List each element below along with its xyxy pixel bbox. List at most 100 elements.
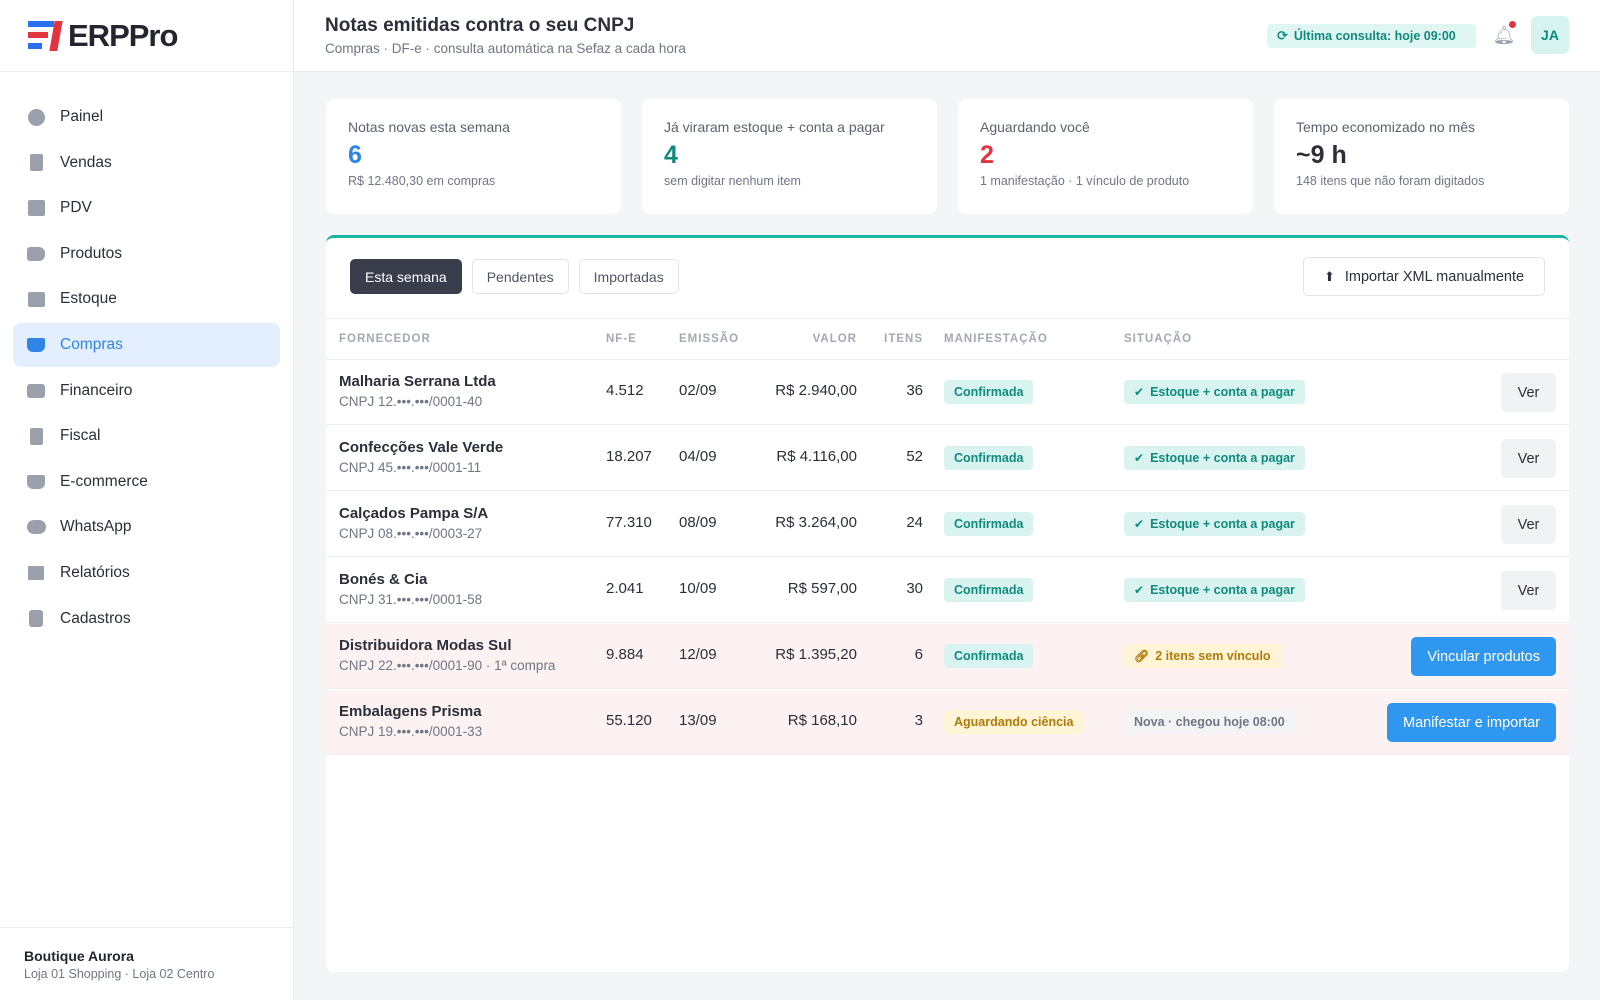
sidebar-item-produtos[interactable]: Produtos [13,232,280,276]
logo-mark-icon [26,19,66,53]
sidebar-item-label: Relatórios [60,563,130,581]
supplier-name: Confecções Vale Verde [339,439,504,456]
sidebar-item-ecommerce[interactable]: E-commerce [13,460,280,504]
column-header-manifestacao[interactable]: MANIFESTAÇÃO [944,333,1048,345]
note-value: R$ 4.116,00 [776,448,857,465]
tab-esta-semana[interactable]: Esta semana [350,259,462,294]
view-button[interactable]: Ver [1501,439,1556,478]
check-icon: ✔ [1134,385,1145,399]
column-header-nfe[interactable]: NF-E [606,333,637,345]
status-badge: ✔ Estoque + conta a pagar [1124,380,1305,404]
table-row[interactable]: Embalagens Prisma CNPJ 19.•••.•••/0001-3… [326,690,1569,755]
sidebar-item-label: Painel [60,108,104,125]
tab-pendentes[interactable]: Pendentes [471,259,569,294]
item-count: 3 [914,712,923,729]
check-icon: ✔ [1134,517,1145,531]
column-header-emissao[interactable]: EMISSÃO [679,333,740,345]
sidebar-item-estoque[interactable]: Estoque [13,277,280,321]
supplier-cnpj: CNPJ 45.•••.•••/0001-11 [339,460,482,475]
stat-label: Aguardando você [980,119,1090,135]
sidebar-item-pdv[interactable]: PDV [13,186,280,230]
sidebar-item-label: Vendas [60,153,112,171]
last-check-text: Última consulta: hoje 09:00 [1293,29,1456,43]
note-value: R$ 597,00 [787,580,857,597]
sidebar-item-vendas[interactable]: Vendas [13,141,280,185]
sidebar-item-cadastros[interactable]: Cadastros [13,597,280,641]
notes-panel: Esta semana Pendentes Importadas ⬆ Impor… [326,235,1569,972]
page-subtitle: Compras · DF-e · consulta automática na … [325,41,686,56]
sidebar-nav: Painel Vendas PDV Produtos Estoque Compr… [0,72,293,641]
import-xml-label: Importar XML manualmente [1344,268,1525,285]
emission-date: 10/09 [679,580,717,597]
table-row[interactable]: Confecções Vale Verde CNPJ 45.•••.•••/00… [326,426,1569,491]
filter-tabs: Esta semana Pendentes Importadas [350,259,689,294]
stat-sub: R$ 12.480,30 em compras [348,174,496,188]
manifest-badge: Aguardando ciência [944,710,1084,734]
page-header: Notas emitidas contra o seu CNPJ Compras… [294,0,1600,72]
table-row[interactable]: Bonés & Cia CNPJ 31.•••.•••/0001-58 2.04… [326,558,1569,623]
supplier-name: Bonés & Cia [339,571,428,588]
brand-logo[interactable]: ERPPro [0,0,293,72]
view-button[interactable]: Ver [1501,505,1556,544]
check-icon: ✔ [1134,583,1145,597]
pie-chart-icon [26,108,46,126]
manifest-import-button[interactable]: Manifestar e importar [1387,703,1556,742]
boxes-icon [26,290,46,308]
sidebar: ERPPro Painel Vendas PDV Produtos Estoqu… [0,0,294,1000]
check-icon: ✔ [1134,451,1145,465]
stat-label: Tempo economizado no mês [1296,119,1475,135]
stat-card-imported: Já viraram estoque + conta a pagar 4 sem… [642,99,937,214]
sidebar-item-compras[interactable]: Compras [13,322,280,367]
view-button[interactable]: Ver [1501,571,1556,610]
status-badge: Nova · chegou hoje 08:00 [1124,710,1295,734]
cash-register-icon [26,199,46,217]
sidebar-item-label: Fiscal [60,427,101,445]
status-text: Estoque + conta a pagar [1150,583,1295,597]
item-count: 30 [906,580,923,597]
sidebar-item-label: Compras [60,335,123,353]
supplier-cnpj: CNPJ 22.•••.•••/0001-90 · 1ª compra [339,658,556,673]
link-products-button[interactable]: Vincular produtos [1411,637,1556,676]
column-header-fornecedor[interactable]: FORNECEDOR [339,333,431,345]
item-count: 6 [914,646,923,663]
column-header-situacao[interactable]: SITUAÇÃO [1124,333,1193,345]
table-header: FORNECEDOR NF-E EMISSÃO VALOR ITENS MANI… [326,318,1569,360]
table-row[interactable]: Malharia Serrana Ltda CNPJ 12.•••.•••/00… [326,360,1569,425]
sidebar-item-financeiro[interactable]: Financeiro [13,369,280,413]
nfe-number: 4.512 [606,382,644,399]
sidebar-item-label: WhatsApp [60,518,132,536]
avatar[interactable]: JA [1531,16,1569,54]
column-header-valor[interactable]: VALOR [812,333,857,345]
nfe-number: 2.041 [606,580,644,597]
chat-icon [26,518,46,536]
stat-sub: 148 itens que não foram digitados [1296,174,1485,188]
stat-sub: 1 manifestação · 1 vínculo de produto [980,174,1190,188]
supplier-name: Malharia Serrana Ltda [339,373,496,390]
receipt-icon [26,154,46,172]
column-header-itens[interactable]: ITENS [884,333,923,345]
sidebar-item-fiscal[interactable]: Fiscal [13,414,280,458]
stat-value: 4 [664,141,678,169]
table-row[interactable]: Calçados Pampa S/A CNPJ 08.•••.•••/0003-… [326,492,1569,557]
table-row[interactable]: Distribuidora Modas Sul CNPJ 22.•••.•••/… [326,624,1569,689]
sidebar-item-whatsapp[interactable]: WhatsApp [13,505,280,549]
status-badge: ✔ Estoque + conta a pagar [1124,512,1305,536]
tab-importadas[interactable]: Importadas [578,259,679,294]
last-check-badge[interactable]: ⟳ Última consulta: hoje 09:00 [1267,24,1476,48]
view-button[interactable]: Ver [1501,373,1556,412]
supplier-name: Calçados Pampa S/A [339,505,489,522]
sidebar-item-label: Cadastros [60,609,131,627]
upload-icon: ⬆ [1323,268,1335,284]
manifest-badge: Confirmada [944,644,1034,668]
import-xml-button[interactable]: ⬆ Importar XML manualmente [1303,257,1545,296]
manifest-badge: Confirmada [944,380,1034,404]
truck-cart-icon [26,336,46,354]
supplier-cnpj: CNPJ 19.•••.•••/0001-33 [339,724,483,739]
sidebar-item-painel[interactable]: Painel [13,95,280,139]
store-switcher[interactable]: Boutique Aurora Loja 01 Shopping · Loja … [0,927,293,1000]
brand-name: ERPPro [68,17,178,53]
store-locations: Loja 01 Shopping · Loja 02 Centro [24,967,215,981]
sidebar-item-relatorios[interactable]: Relatórios [13,551,280,595]
bell-icon[interactable]: 🔔︎ [1492,24,1516,45]
supplier-cnpj: CNPJ 08.•••.•••/0003-27 [339,526,483,541]
